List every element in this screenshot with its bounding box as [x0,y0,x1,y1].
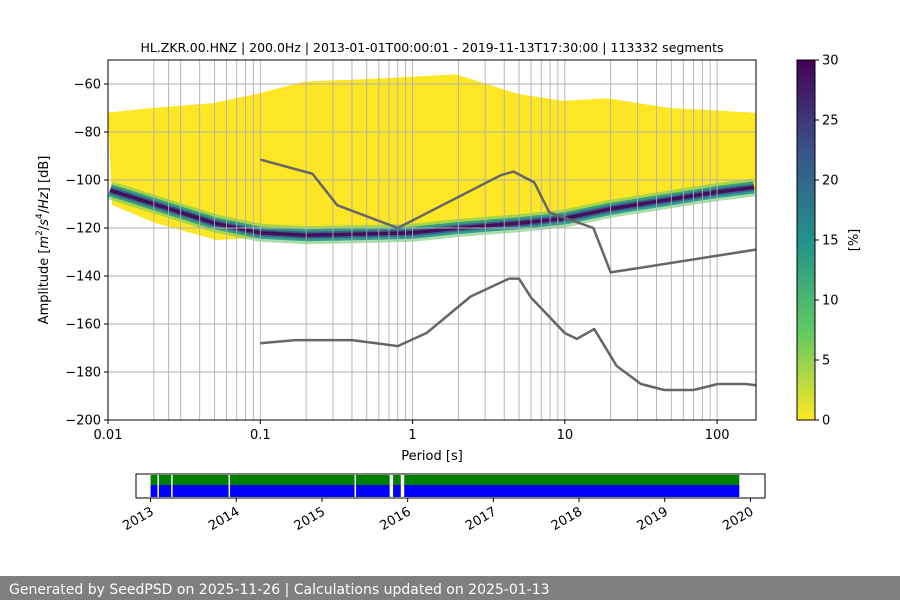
colorbar-ticks: 0 5 10 15 20 25 30 [815,54,839,429]
y-tick-label: −180 [65,366,101,381]
y-label-part-3: / [37,225,52,230]
y-tick-label: −200 [65,414,101,429]
y-axis-ticks: −60 −80 −100 −120 −140 −160 −180 −200 [65,78,108,429]
availability-gap [354,475,357,497]
y-tick-label: −140 [65,270,101,285]
x-axis-ticks: 0.01 0.1 1 10 100 [94,420,730,443]
colorbar [796,59,816,421]
heatmap-mode-band [109,185,755,237]
availability-gap [228,475,231,497]
reference-curves [259,158,756,392]
footer-text: Generated by SeedPSD on 2025-11-26 | Cal… [0,576,900,600]
plot-frame [107,59,757,421]
colorbar-tick-label: 15 [822,234,839,249]
availability-timeline [150,475,740,497]
vertical-gridlines [153,60,718,420]
x-tick-label: 1 [408,428,416,443]
colorbar-tick-label: 0 [822,414,830,429]
availability-blue [150,485,390,497]
y-label-part-8: ] [dB] [37,156,52,193]
y-tick-label: −160 [65,318,101,333]
y-label-part-6: / [37,208,52,213]
timeline-frame [135,473,766,499]
availability-green [150,475,390,485]
timeline-tick-label: 2019 [635,504,671,534]
y-label-part-2: 2 [35,230,45,236]
availability-blue [404,485,740,497]
y-label-part-0: Amplitude [ [37,249,52,325]
x-tick-label: 100 [705,428,730,443]
y-tick-label: −120 [65,222,101,237]
x-tick-label: 10 [557,428,574,443]
colorbar-tick-label: 10 [822,294,839,309]
nhnm-curve [259,158,756,274]
timeline-tick-label: 2018 [549,504,585,534]
availability-gap [171,475,173,497]
timeline-tick-label: 2015 [292,504,328,534]
psd-chart: HL.ZKR.00.HNZ | 200.0Hz | 2013-01-01T00:… [35,40,862,534]
y-tick-label: −80 [74,126,101,141]
availability-green [404,475,740,485]
x-tick-label: 0.1 [250,428,271,443]
y-tick-label: −60 [74,78,101,93]
colorbar-tick-label: 30 [822,54,839,69]
availability-gap [157,475,159,497]
y-label-part-4: s [37,219,52,226]
timeline-tick-label: 2013 [120,504,156,534]
timeline-tick-label: 2016 [377,504,413,534]
y-axis-label: Amplitude [m2/s4/Hz] [dB] [35,156,52,325]
y-label-part-1: m [37,236,52,249]
x-tick-label: 0.01 [94,428,123,443]
x-axis-label: Period [s] [401,449,463,464]
nlnm-curve [260,277,756,392]
colorbar-tick-label: 25 [822,114,839,129]
chart-title: HL.ZKR.00.HNZ | 200.0Hz | 2013-01-01T00:… [140,40,723,55]
heatmap-layer [108,74,756,245]
colorbar-label: [%] [847,229,862,252]
y-label-part-7: Hz [37,191,52,209]
availability-green [393,475,401,485]
availability-blue [393,485,401,497]
y-tick-label: −100 [65,174,101,189]
timeline-ticks: 2013 2014 2015 2016 2017 2018 2019 2020 [120,498,756,534]
y-label-part-5: 4 [35,213,45,219]
colorbar-tick-label: 20 [822,174,839,189]
colorbar-tick-label: 5 [822,354,830,369]
timeline-tick-label: 2020 [720,504,756,534]
heatmap-envelope [108,74,756,240]
timeline-tick-label: 2014 [206,504,242,534]
timeline-tick-label: 2017 [463,504,499,534]
